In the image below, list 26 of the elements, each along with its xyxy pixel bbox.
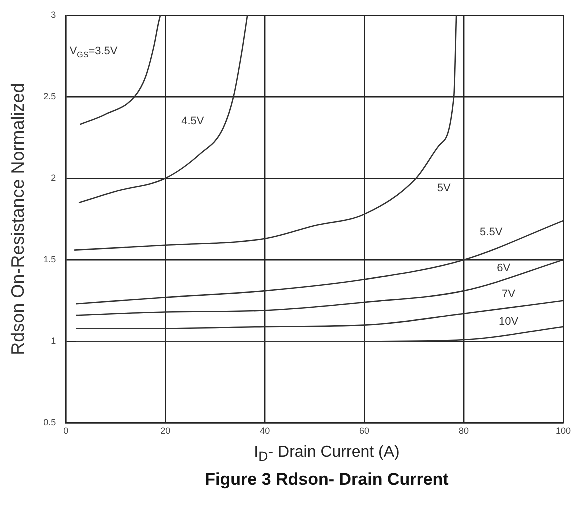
line-series bbox=[75, 300, 564, 330]
x-tick-label: 80 bbox=[459, 426, 470, 436]
y-tick-label: 2 bbox=[51, 173, 56, 184]
series-label: 4.5V bbox=[182, 115, 205, 128]
series-label: 10V bbox=[498, 316, 520, 328]
x-tick-label: 40 bbox=[260, 426, 270, 436]
line-series bbox=[75, 220, 564, 305]
x-tick-label: 100 bbox=[556, 426, 572, 436]
x-tick-label: 0 bbox=[64, 426, 69, 436]
y-tick-label: 1 bbox=[51, 336, 56, 346]
series-label: 6V bbox=[497, 262, 512, 274]
x-axis-title: I$_{D}$- Drain Current (A) bbox=[253, 444, 401, 464]
line-series bbox=[79, 15, 162, 126]
y-tick-label: 1.5 bbox=[44, 254, 56, 265]
y-tick-label: 0.5 bbox=[44, 418, 56, 428]
series-label: 5.5V bbox=[480, 226, 504, 238]
line-series bbox=[75, 259, 564, 316]
series-label: 7V bbox=[502, 288, 516, 300]
line-series bbox=[78, 15, 248, 204]
y-tick-label: 2.5 bbox=[44, 91, 56, 102]
series-label: 5V bbox=[437, 182, 452, 194]
y-axis-title: Rdson On-Resistance Normalized bbox=[8, 83, 28, 356]
x-tick-label: 20 bbox=[160, 426, 171, 436]
x-tick-label: 60 bbox=[360, 426, 370, 436]
text: Figure 3 Rdson- Drain Current bbox=[204, 470, 450, 490]
y-tick-label: 3 bbox=[51, 10, 56, 20]
